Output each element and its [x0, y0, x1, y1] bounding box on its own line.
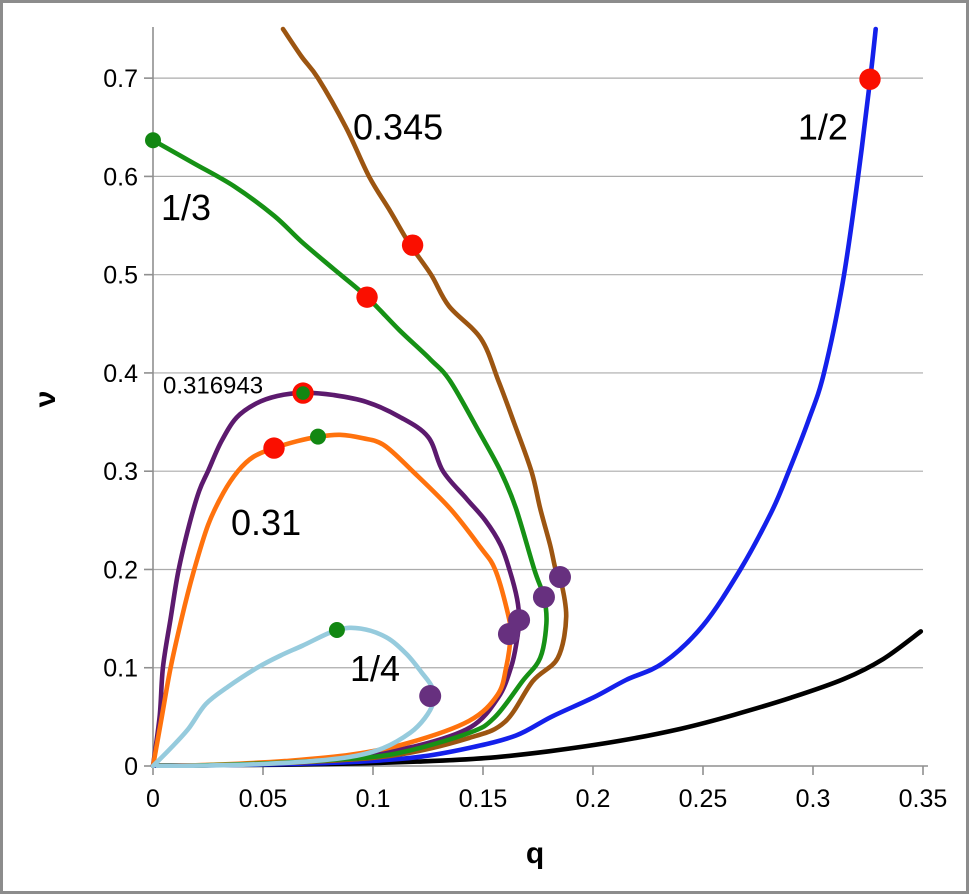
green-dot: [310, 428, 326, 445]
green-dot-in-ring: [296, 386, 310, 400]
curve-label-0.345: 0.345: [353, 107, 443, 148]
purple-dot: [549, 566, 571, 589]
x-tick-label: 0.1: [356, 785, 391, 813]
black-curve: [150, 629, 924, 768]
curve-labels: 0.345 1/2 1/3 0.316943 0.31 1/4: [161, 107, 848, 689]
y-tick-label: 0.2: [103, 556, 138, 584]
purple-dot: [508, 609, 531, 632]
tick-labels: 0 0.05 0.1 0.15 0.2 0.25 0.3 0.35 0 0.1 0.2 0.3 0.4 0…: [103, 65, 947, 813]
y-tick-label: 0.5: [103, 262, 138, 290]
cyan-curve: [150, 625, 437, 768]
x-tick-label: 0.05: [239, 785, 288, 813]
markers: [145, 68, 881, 708]
x-tick-label: 0: [146, 785, 160, 813]
y-tick-label: 0.4: [103, 360, 138, 388]
red-dot: [263, 437, 285, 459]
green-curve: [150, 137, 549, 768]
purple-dot: [532, 586, 555, 609]
curve-label-1/3: 1/3: [161, 187, 211, 228]
green-dot: [145, 132, 161, 149]
y-tick-label: 0.3: [103, 458, 138, 486]
red-dot: [401, 234, 424, 256]
brown-curve: [155, 26, 569, 768]
x-tick-label: 0.25: [679, 785, 728, 813]
gridlines: [153, 77, 923, 669]
orange-curve: [150, 432, 513, 768]
tick-marks: [144, 77, 924, 775]
curve-label-0.316943: 0.316943: [163, 372, 263, 399]
x-tick-label: 0.3: [796, 785, 831, 813]
axis-titles: qν: [29, 391, 544, 870]
purple-curve: [150, 390, 522, 768]
y-tick-label: 0.1: [103, 655, 138, 683]
curve-label-0.31: 0.31: [231, 502, 301, 543]
chart-canvas: 0 0.05 0.1 0.15 0.2 0.25 0.3 0.35 0 0.1 0.2 0.3 0.4 0…: [29, 26, 947, 870]
x-tick-label: 0.15: [459, 785, 508, 813]
red-dot: [859, 68, 881, 90]
y-tick-label: 0.7: [103, 65, 138, 93]
y-axis-title: ν: [29, 391, 62, 408]
x-tick-label: 0.35: [899, 785, 948, 813]
green-dot: [328, 621, 345, 638]
x-axis-title: q: [526, 837, 544, 870]
purple-dot: [419, 685, 442, 708]
y-tick-label: 0.6: [103, 163, 138, 191]
x-tick-label: 0.2: [576, 785, 611, 813]
curve-label-1/4: 1/4: [350, 648, 400, 689]
red-dot: [356, 286, 378, 308]
curves: [150, 26, 924, 768]
blue-curve: [150, 26, 878, 768]
curve-label-1/2: 1/2: [798, 107, 848, 148]
y-tick-label: 0: [124, 753, 138, 781]
